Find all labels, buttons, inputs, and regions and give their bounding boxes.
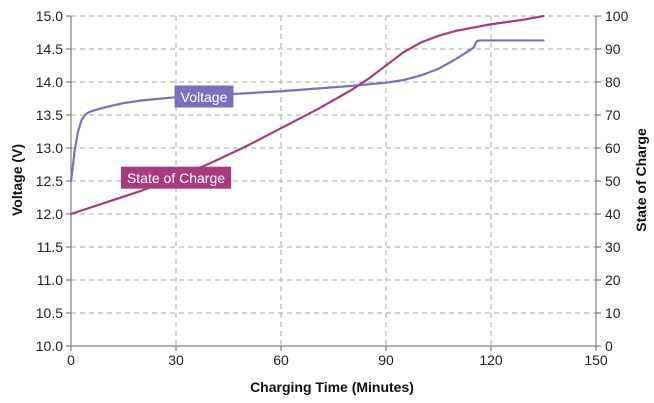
right-y-tick-labels: 0 10 20 30 40 50 60 70 80 90 100: [605, 8, 629, 354]
x-axis-title: Charging Time (Minutes): [250, 379, 414, 395]
right-y-tick-label: 0: [605, 338, 613, 354]
left-y-tick-label: 11.5: [37, 239, 63, 255]
left-y-tick-label: 10.0: [36, 338, 63, 354]
state-of-charge-callout: State of Charge: [120, 166, 232, 189]
x-tick-label: 150: [584, 352, 608, 368]
left-y-tick-labels: 10.0 10.5 11.0 11.5 12.0 12.5 13.0 13.5 14.0 14.5…: [36, 8, 63, 354]
left-y-tick-label: 14.0: [36, 74, 63, 90]
left-y-axis-title: Voltage (V): [9, 144, 25, 216]
right-y-axis-title: State of Charge: [633, 128, 649, 232]
right-y-tick-label: 20: [605, 272, 621, 288]
right-y-tick-label: 10: [605, 305, 621, 321]
x-tick-label: 30: [168, 352, 184, 368]
left-y-tick-label: 13.0: [36, 140, 63, 156]
left-y-tick-label: 15.0: [36, 8, 63, 24]
left-y-tick-label: 10.5: [36, 305, 63, 321]
voltage-callout-label: Voltage: [181, 89, 228, 105]
right-y-tick-label: 80: [605, 74, 621, 90]
x-tick-label: 0: [67, 352, 75, 368]
x-tick-label: 60: [273, 352, 289, 368]
series-callouts: Voltage State of Charge: [120, 85, 234, 189]
left-y-tick-label: 13.5: [36, 107, 63, 123]
right-y-tick-label: 90: [605, 41, 621, 57]
grid: [71, 15, 596, 346]
left-y-tick-label: 11.0: [37, 272, 63, 288]
state-of-charge-callout-box: [120, 166, 232, 189]
right-y-tick-label: 30: [605, 239, 621, 255]
voltage-line: [69, 39, 545, 183]
right-y-tick-label: 70: [605, 107, 621, 123]
right-y-tick-label: 100: [605, 8, 629, 24]
x-tick-label: 120: [479, 352, 503, 368]
left-y-tick-label: 12.0: [36, 206, 63, 222]
left-y-tick-label: 12.5: [36, 173, 63, 189]
state-of-charge-callout-label: State of Charge: [127, 170, 225, 186]
left-y-tick-label: 14.5: [36, 41, 63, 57]
voltage-callout: Voltage: [174, 85, 234, 108]
x-tick-labels: 0 30 60 90 120 150: [67, 352, 608, 368]
right-y-tick-label: 60: [605, 140, 621, 156]
voltage-callout-box: [174, 85, 234, 108]
right-y-tick-label: 50: [605, 173, 621, 189]
right-y-tick-label: 40: [605, 206, 621, 222]
x-tick-label: 90: [378, 352, 394, 368]
